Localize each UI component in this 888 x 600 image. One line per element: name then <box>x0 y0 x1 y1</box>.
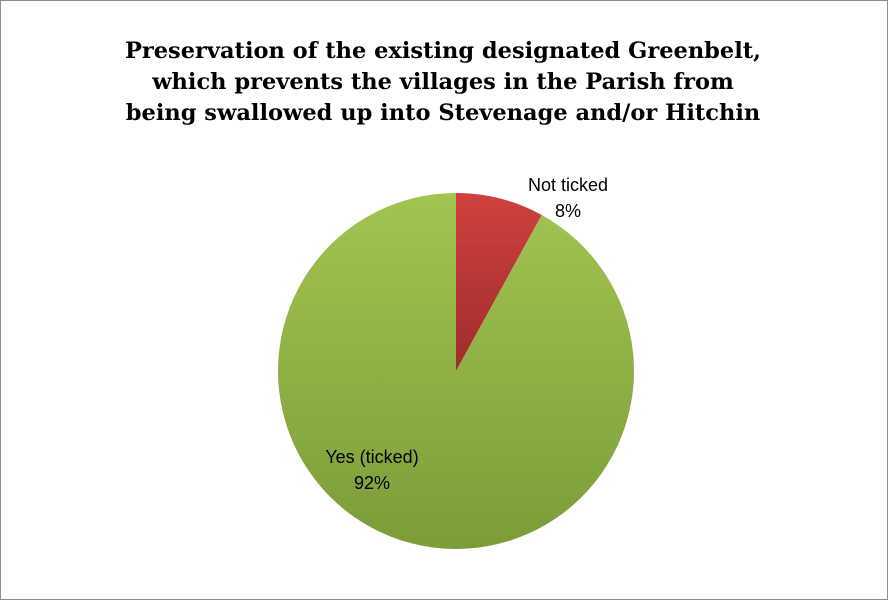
pie-slice-yes-ticked <box>278 193 634 549</box>
chart-title-line-2: which prevents the villages in the Paris… <box>152 69 734 95</box>
data-label-1: Yes (ticked) 92% <box>325 447 418 493</box>
data-label-category: Yes (ticked) <box>325 447 418 467</box>
data-label-percent: 8% <box>555 201 581 221</box>
chart-title-line-3: being swallowed up into Stevenage and/or… <box>125 100 761 126</box>
data-label-percent: 92% <box>354 473 390 493</box>
data-label-category: Not ticked <box>528 175 608 195</box>
chart-title: Preservation of the existing designated … <box>60 36 826 129</box>
chart-title-line-1: Preservation of the existing designated … <box>124 38 762 64</box>
pie-slice-not-ticked <box>456 193 542 371</box>
data-label-0: Not ticked 8% <box>528 175 608 221</box>
